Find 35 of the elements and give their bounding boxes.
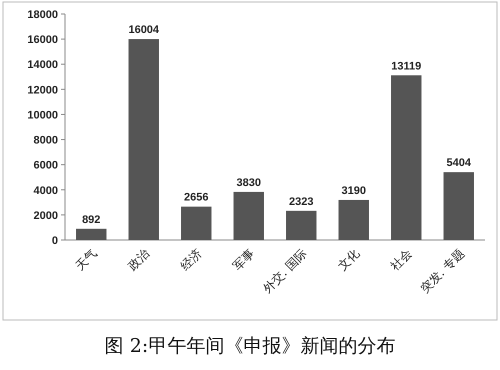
- x-tick-label: 政治: [125, 246, 152, 274]
- data-label: 3190: [342, 184, 366, 197]
- x-tick-label: 军事: [230, 246, 257, 274]
- x-tick-label: 天气: [72, 246, 100, 274]
- x-tick-label: 突发. 专题: [418, 246, 467, 296]
- bar: [338, 200, 369, 240]
- data-label: 13119: [391, 60, 422, 72]
- bar: [444, 172, 474, 240]
- bar: [128, 39, 159, 240]
- y-tick-label: 16000: [27, 34, 58, 46]
- data-label: 2656: [184, 192, 208, 204]
- data-label: 3830: [236, 176, 261, 189]
- x-tick-label: 外交. 国际: [260, 246, 310, 296]
- y-tick-label: 2000: [34, 210, 58, 222]
- bar: [286, 210, 316, 240]
- y-tick-label: 12000: [27, 84, 58, 96]
- y-tick-label: 4000: [34, 184, 58, 197]
- bar: [391, 75, 422, 240]
- x-tick-label: 文化: [335, 246, 362, 274]
- y-tick-label: 6000: [34, 160, 58, 172]
- bar: [76, 228, 106, 240]
- data-label: 2323: [289, 196, 314, 208]
- caption: 图 2:甲午年间《申报》新闻的分布: [104, 335, 396, 357]
- y-tick-label: 8000: [34, 134, 58, 147]
- y-tick-label: 0: [52, 235, 58, 247]
- bar: [181, 206, 212, 240]
- y-tick-label: 18000: [27, 9, 58, 21]
- x-tick-label: 经济: [178, 246, 204, 274]
- bar: [234, 192, 264, 240]
- y-tick-label: 10000: [27, 109, 58, 122]
- y-tick-label: 14000: [27, 59, 58, 72]
- data-label: 16004: [128, 24, 160, 36]
- data-label: 892: [82, 214, 100, 226]
- data-label: 5404: [446, 157, 472, 170]
- x-tick-label: 社会: [388, 246, 414, 274]
